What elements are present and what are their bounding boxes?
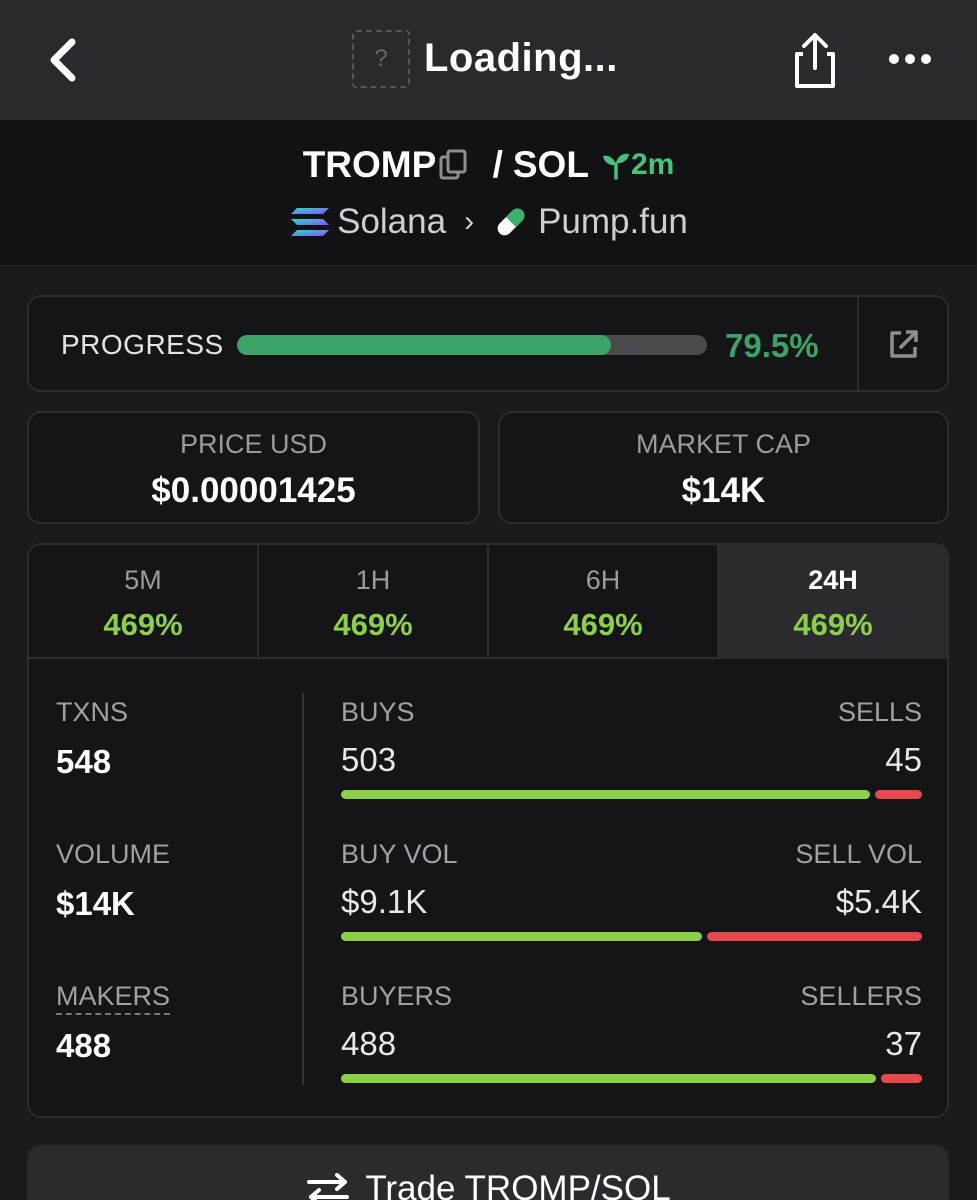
period-tabs: 5M 469% 1H 469% 6H 469% 24H 469% bbox=[29, 545, 947, 659]
buy-vol-label: BUY VOL bbox=[341, 839, 458, 869]
pair-separator: / bbox=[492, 144, 503, 186]
pill-icon bbox=[497, 208, 525, 236]
sellers-label: SELLERS bbox=[800, 981, 922, 1011]
txns-value: 548 bbox=[56, 743, 112, 780]
copy-icon[interactable] bbox=[438, 148, 468, 182]
buy-vol-value: $9.1K bbox=[341, 883, 428, 920]
base-symbol: TROMP bbox=[302, 144, 437, 186]
pair-header: TROMP / SOL 2m Solana › Pump bbox=[0, 120, 977, 266]
progress-divider bbox=[857, 297, 859, 390]
market-cap-label: MARKET CAP bbox=[635, 429, 812, 459]
tab-change: 469% bbox=[333, 607, 413, 642]
trade-button-label: Trade TROMP/SOL bbox=[365, 1168, 671, 1200]
buys-value: 503 bbox=[341, 741, 397, 778]
page-title: Loading... bbox=[424, 36, 618, 80]
txns-label: TXNS bbox=[56, 697, 129, 727]
token-placeholder-icon: ? bbox=[352, 30, 410, 88]
top-bar: ? Loading... bbox=[0, 0, 977, 120]
sell-vol-label: SELL VOL bbox=[795, 839, 922, 869]
pair-age: 2m bbox=[630, 148, 675, 182]
chain-breadcrumb: Solana › Pump.fun bbox=[0, 200, 977, 242]
share-icon[interactable] bbox=[790, 30, 840, 90]
tab-24h[interactable]: 24H 469% bbox=[719, 545, 947, 659]
external-link-icon[interactable] bbox=[887, 327, 921, 361]
market-cap-value: $14K bbox=[681, 471, 766, 510]
price-value: $0.00001425 bbox=[151, 471, 356, 510]
trade-button-content: Trade TROMP/SOL bbox=[27, 1167, 949, 1200]
stats-card: 5M 469% 1H 469% 6H 469% 24H 469% TXNS 54… bbox=[27, 543, 949, 1118]
price-card: PRICE USD $0.00001425 bbox=[27, 411, 480, 524]
sells-label: SELLS bbox=[837, 697, 922, 727]
makers-value: 488 bbox=[56, 1027, 112, 1064]
tab-1h[interactable]: 1H 469% bbox=[259, 545, 489, 659]
column-divider bbox=[302, 693, 304, 1085]
dex-name[interactable]: Pump.fun bbox=[538, 201, 688, 241]
progress-value: 79.5% bbox=[725, 327, 819, 364]
tab-label: 5M bbox=[124, 565, 162, 595]
pair-row: TROMP / SOL 2m bbox=[0, 142, 977, 186]
breadcrumb-chevron-icon: › bbox=[464, 204, 475, 238]
tab-6h[interactable]: 6H 469% bbox=[489, 545, 719, 659]
buyers-label: BUYERS bbox=[341, 981, 453, 1011]
progress-card: PROGRESS 79.5% bbox=[27, 295, 949, 392]
tab-label: 1H bbox=[355, 565, 391, 595]
volume-label: VOLUME bbox=[56, 839, 171, 869]
sellers-bar bbox=[881, 1074, 922, 1083]
sprout-icon bbox=[602, 153, 629, 180]
price-label: PRICE USD bbox=[179, 429, 328, 459]
buyers-bar bbox=[341, 1074, 876, 1083]
solana-icon bbox=[291, 207, 330, 236]
sell-vol-value: $5.4K bbox=[835, 883, 922, 920]
buy-vol-bar bbox=[341, 932, 702, 941]
buys-bar bbox=[341, 790, 870, 799]
sellers-value: 37 bbox=[885, 1025, 922, 1062]
tab-5m[interactable]: 5M 469% bbox=[29, 545, 259, 659]
tab-change: 469% bbox=[563, 607, 643, 642]
tab-label: 6H bbox=[585, 565, 621, 595]
back-chevron-icon[interactable] bbox=[40, 34, 88, 86]
tab-change: 469% bbox=[103, 607, 183, 642]
tab-label: 24H bbox=[808, 565, 858, 595]
sells-bar bbox=[875, 790, 922, 799]
progress-label: PROGRESS bbox=[61, 329, 224, 360]
more-icon[interactable] bbox=[886, 44, 936, 74]
buyers-value: 488 bbox=[341, 1025, 397, 1062]
makers-label[interactable]: MAKERS bbox=[56, 981, 171, 1015]
makers-label-text: MAKERS bbox=[56, 981, 171, 1015]
volume-value: $14K bbox=[56, 885, 135, 922]
buys-label: BUYS bbox=[341, 697, 415, 727]
market-cap-card: MARKET CAP $14K bbox=[498, 411, 949, 524]
tab-change: 469% bbox=[793, 607, 873, 642]
chain-name[interactable]: Solana bbox=[337, 201, 447, 241]
sell-vol-bar bbox=[707, 932, 922, 941]
swap-arrows-icon bbox=[307, 1172, 350, 1200]
trade-button[interactable]: Trade TROMP/SOL bbox=[27, 1145, 949, 1200]
quote-symbol: SOL bbox=[512, 144, 589, 186]
progress-bar bbox=[237, 335, 707, 355]
progress-fill bbox=[237, 335, 611, 355]
sells-value: 45 bbox=[885, 741, 922, 778]
